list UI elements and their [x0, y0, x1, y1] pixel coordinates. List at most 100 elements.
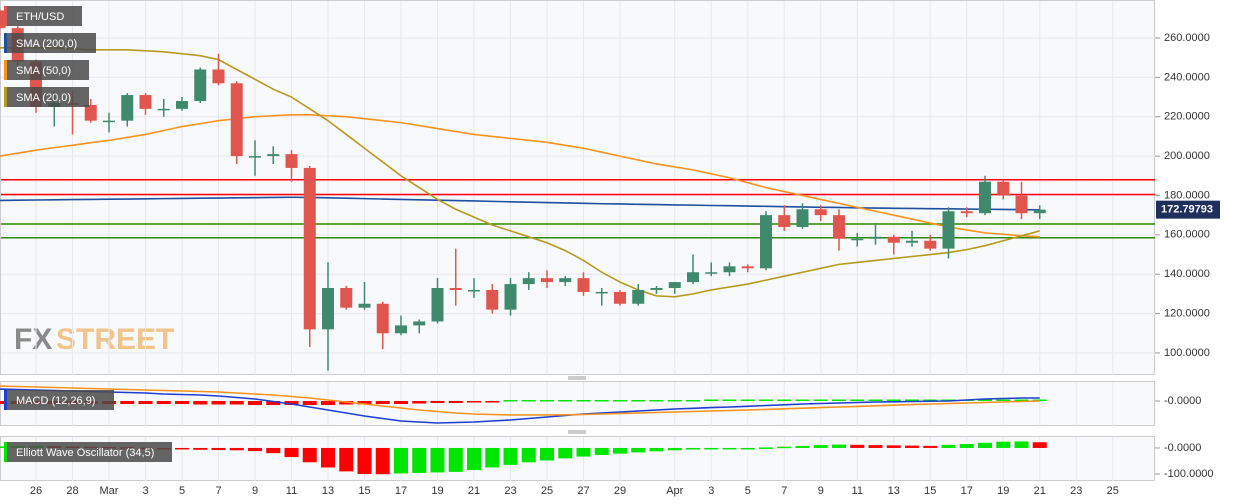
ewo-bar: [704, 447, 719, 450]
candle-body: [833, 215, 845, 239]
legend-swatch: [4, 87, 7, 107]
y-tick-label: 180.0000: [1164, 189, 1210, 201]
legend: ETH/USD SMA (200,0) SMA (50,0) SMA (20,0…: [4, 6, 172, 462]
macd-bar: [594, 400, 609, 402]
x-tick-label: 13: [888, 485, 900, 497]
ewo-bar: [321, 447, 335, 468]
macd-bar: [886, 399, 901, 401]
ewo-bar: [686, 447, 700, 450]
ewo-panel: [0, 436, 1155, 481]
macd-bar: [832, 399, 846, 401]
ewo-bar: [850, 444, 865, 448]
candle-body: [139, 95, 152, 109]
ewo-bar: [558, 447, 573, 459]
legend-label: SMA (200,0): [16, 38, 77, 50]
candle-body: [431, 287, 444, 322]
candle-body: [504, 284, 517, 310]
x-tick-label: 19: [431, 485, 443, 497]
x-tick-label: 25: [541, 485, 553, 497]
candle-body: [522, 278, 535, 285]
candle-body: [942, 211, 955, 249]
candle-body: [979, 181, 991, 214]
ewo-bar: [211, 447, 226, 451]
ewo-bar: [594, 447, 609, 455]
ewo-bar: [813, 445, 828, 448]
macd-bar: [631, 400, 646, 402]
macd-bar: [613, 400, 627, 402]
candle-body: [577, 278, 590, 292]
candle-body: [595, 291, 608, 294]
ewo-bar: [868, 445, 883, 448]
macd-bar: [485, 401, 500, 403]
ewo-bar: [248, 447, 262, 452]
legend-label: ETH/USD: [16, 11, 64, 23]
macd-bar: [448, 401, 463, 403]
ewo-bar: [448, 447, 463, 472]
y-tick-label: 200.0000: [1164, 150, 1210, 162]
candle-body: [376, 303, 389, 334]
ewo-bar: [832, 444, 846, 448]
legend-box: [4, 33, 96, 53]
ewo-bar: [923, 445, 938, 448]
legend-swatch: [4, 60, 7, 80]
x-tick-label: 3: [142, 485, 148, 497]
sma-line: [0, 196, 1040, 211]
price-tag: [1156, 200, 1220, 219]
legend-swatch: [4, 33, 7, 53]
macd-bar: [667, 400, 682, 402]
ewo-bar: [978, 442, 992, 448]
legend-box: [4, 6, 82, 26]
candle-body: [741, 266, 754, 269]
y-tick-label: -0.0000: [1164, 395, 1201, 407]
candle-body: [960, 211, 973, 214]
macd-bar: [850, 399, 865, 401]
x-tick-label: 5: [745, 485, 751, 497]
ewo-bar: [795, 445, 810, 448]
ewo-bar: [467, 447, 481, 471]
legend-swatch: [4, 390, 7, 410]
macd-bar: [923, 399, 938, 401]
candle-body: [632, 289, 645, 304]
macd-bar: [649, 400, 664, 402]
candle-body: [723, 266, 736, 273]
ewo-bar: [412, 447, 427, 473]
resize-handle[interactable]: [568, 376, 586, 434]
candle-body: [1033, 209, 1046, 214]
x-tick-label: 23: [1070, 485, 1082, 497]
y-tick-label: 240.0000: [1164, 71, 1210, 83]
legend-label: Elliott Wave Oscillator (34,5): [16, 447, 154, 459]
macd-bar: [558, 400, 573, 402]
macd-bar: [540, 400, 554, 402]
macd-bar: [229, 401, 244, 405]
y-tick-label: 140.0000: [1164, 268, 1210, 280]
sma-line: [0, 113, 1040, 238]
ewo-bar: [722, 447, 737, 450]
candle-body: [340, 287, 353, 308]
x-tick-label: 15: [358, 485, 370, 497]
ewo-bar: [503, 447, 518, 465]
ewo-bar: [540, 447, 554, 461]
x-tick-label: 21: [468, 485, 480, 497]
ewo-bar: [430, 447, 445, 473]
macd-bar: [777, 399, 792, 401]
macd-bar: [576, 400, 591, 402]
ewo-bar: [0, 446, 7, 448]
macd-bar: [175, 401, 189, 404]
ewo-bar: [667, 447, 682, 451]
macd-bar: [0, 401, 7, 404]
macd-bar: [813, 399, 828, 401]
x-tick-label: 11: [852, 485, 863, 497]
candle-body: [997, 181, 1010, 196]
candle-body: [1015, 195, 1028, 214]
x-tick-label: 17: [395, 485, 407, 497]
ewo-bar: [193, 447, 208, 450]
macd-bar: [321, 401, 335, 405]
legend-box: [4, 390, 114, 410]
price-tag-label: 172.79793: [1161, 204, 1213, 216]
macd-bar: [521, 400, 536, 402]
ewo-bar: [613, 447, 627, 454]
candle-body: [486, 289, 499, 310]
x-tick-label: 28: [66, 485, 78, 497]
macd-bar: [759, 399, 773, 401]
y-tick-label: -100.0000: [1164, 468, 1214, 480]
